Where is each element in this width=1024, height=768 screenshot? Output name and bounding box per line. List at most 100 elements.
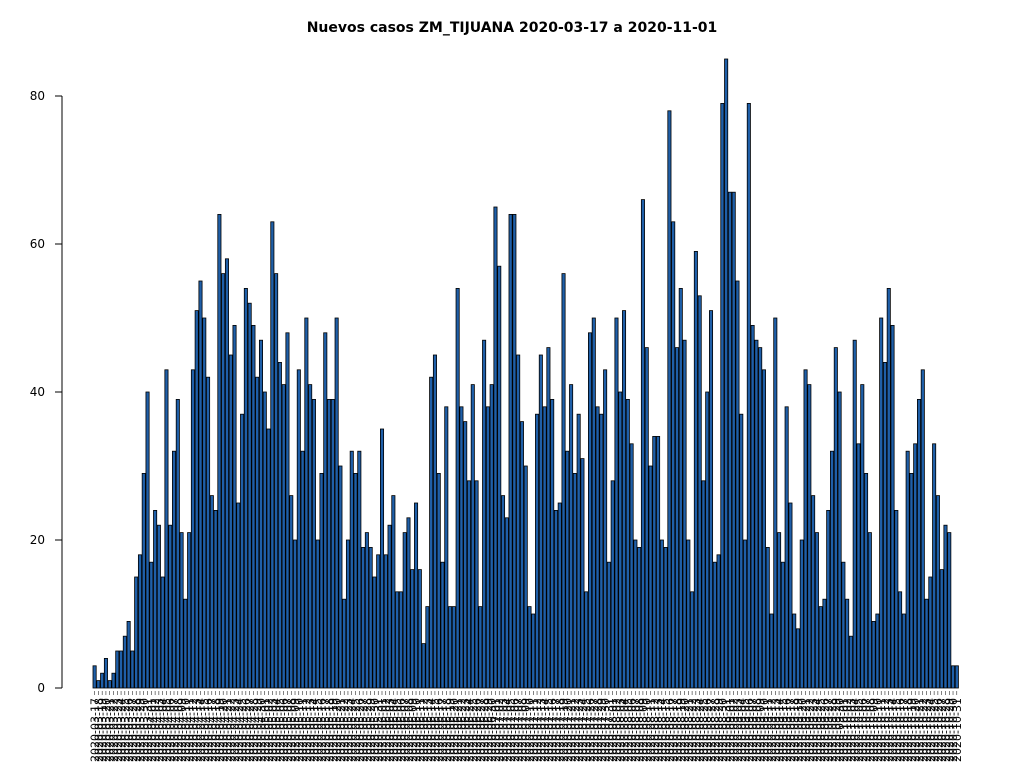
bar bbox=[111, 672, 116, 689]
x-tick-label: 2020-10-11 bbox=[875, 698, 888, 762]
bar bbox=[172, 450, 177, 689]
bar bbox=[342, 598, 347, 689]
bar bbox=[410, 569, 415, 689]
bar bbox=[629, 443, 634, 689]
bar bbox=[361, 547, 366, 689]
x-tick-label: 2020-10-24 bbox=[924, 698, 937, 762]
x-tick-label: 2020-10-23 bbox=[921, 698, 934, 762]
x-tick-label: 2020-04-13 bbox=[191, 698, 204, 762]
x-tick-label: 2020-08-07 bbox=[629, 698, 642, 762]
bar bbox=[149, 561, 154, 689]
bar bbox=[493, 206, 498, 689]
x-tick-label: 2020-07-08 bbox=[516, 698, 529, 762]
x-tick-label: 2020-04-24 bbox=[232, 698, 245, 762]
bar bbox=[546, 347, 551, 689]
x-tick-label: 2020-09-16 bbox=[781, 698, 794, 762]
bar bbox=[183, 598, 188, 689]
y-tick-label: 40 bbox=[30, 385, 45, 399]
bar bbox=[501, 495, 506, 689]
bar bbox=[527, 606, 532, 689]
x-tick-label: 2020-06-24 bbox=[463, 698, 476, 762]
bar bbox=[485, 406, 490, 689]
x-tick-label: 2020-06-26 bbox=[471, 698, 484, 762]
x-tick-label: 2020-09-01 bbox=[724, 698, 737, 762]
bar bbox=[277, 361, 282, 689]
x-tick-label: 2020-07-15 bbox=[542, 698, 555, 762]
x-tick-label: 2020-06-22 bbox=[455, 698, 468, 762]
bar bbox=[247, 302, 252, 689]
x-tick-label: 2020-09-20 bbox=[796, 698, 809, 762]
x-tick-label: 2020-07-09 bbox=[520, 698, 533, 762]
bar bbox=[580, 458, 585, 689]
bar bbox=[705, 391, 710, 689]
x-tick-label: 2020-10-25 bbox=[928, 698, 941, 762]
bar bbox=[425, 606, 430, 689]
bar bbox=[134, 576, 139, 689]
bar bbox=[221, 273, 226, 689]
bar bbox=[380, 428, 385, 689]
bar bbox=[920, 369, 925, 689]
bar bbox=[289, 495, 294, 689]
bar bbox=[451, 606, 456, 689]
bar bbox=[137, 554, 142, 689]
x-tick-label: 2020-09-07 bbox=[747, 698, 760, 762]
x-tick-label: 2020-05-19 bbox=[327, 698, 340, 762]
bar bbox=[750, 324, 755, 689]
bar bbox=[818, 606, 823, 689]
bar bbox=[807, 384, 812, 689]
bar bbox=[470, 384, 475, 689]
x-tick-label: 2020-10-10 bbox=[871, 698, 884, 762]
x-tick-label: 2020-06-02 bbox=[380, 698, 393, 762]
x-tick-label: 2020-09-21 bbox=[800, 698, 813, 762]
x-tick-label: 2020-08-25 bbox=[697, 698, 710, 762]
x-tick-label: 2020-08-12 bbox=[648, 698, 661, 762]
bar bbox=[130, 650, 135, 689]
bar bbox=[395, 591, 400, 689]
x-tick-label: 2020-07-14 bbox=[539, 698, 552, 762]
x-tick-label: 2020-04-06 bbox=[164, 698, 177, 762]
x-tick-label: 2020-05-01 bbox=[259, 698, 272, 762]
bar bbox=[270, 221, 275, 689]
bar bbox=[474, 480, 479, 689]
bar bbox=[678, 287, 683, 689]
bar bbox=[213, 509, 218, 689]
bar bbox=[126, 621, 131, 689]
bar bbox=[240, 413, 245, 689]
bar bbox=[304, 317, 309, 689]
x-tick-label: 2020-04-17 bbox=[206, 698, 219, 762]
x-tick-label: 2020-08-31 bbox=[720, 698, 733, 762]
bar bbox=[746, 103, 751, 689]
bar bbox=[879, 317, 884, 689]
bar bbox=[519, 421, 524, 689]
bar bbox=[777, 532, 782, 689]
x-tick-label: 2020-09-26 bbox=[818, 698, 831, 762]
y-tick-label: 60 bbox=[30, 237, 45, 251]
x-tick-label: 2020-04-12 bbox=[187, 698, 200, 762]
x-tick-label: 2020-09-06 bbox=[743, 698, 756, 762]
bar bbox=[709, 310, 714, 689]
x-tick-label: 2020-04-29 bbox=[251, 698, 264, 762]
bar bbox=[179, 532, 184, 689]
bar bbox=[886, 287, 891, 689]
bar bbox=[569, 384, 574, 689]
x-tick-label: 2020-08-28 bbox=[709, 698, 722, 762]
x-tick-label: 2020-09-14 bbox=[773, 698, 786, 762]
bar bbox=[251, 324, 256, 689]
bar bbox=[489, 384, 494, 689]
x-tick-label: 2020-09-29 bbox=[830, 698, 843, 762]
x-tick-label: 2020-06-11 bbox=[414, 698, 427, 762]
bar bbox=[107, 680, 112, 689]
x-tick-label: 2020-08-24 bbox=[694, 698, 707, 762]
x-tick-label: 2020-10-09 bbox=[868, 698, 881, 762]
x-tick-label: 2020-06-03 bbox=[384, 698, 397, 762]
x-tick-label: 2020-04-01 bbox=[145, 698, 158, 762]
bar bbox=[637, 547, 642, 689]
x-tick-label: 2020-04-25 bbox=[236, 698, 249, 762]
x-tick-label: 2020-10-21 bbox=[913, 698, 926, 762]
x-tick-label: 2020-10-14 bbox=[887, 698, 900, 762]
x-tick-label: 2020-06-04 bbox=[387, 698, 400, 762]
bar bbox=[145, 391, 150, 689]
bar bbox=[523, 465, 528, 689]
x-tick-label: 2020-09-10 bbox=[758, 698, 771, 762]
